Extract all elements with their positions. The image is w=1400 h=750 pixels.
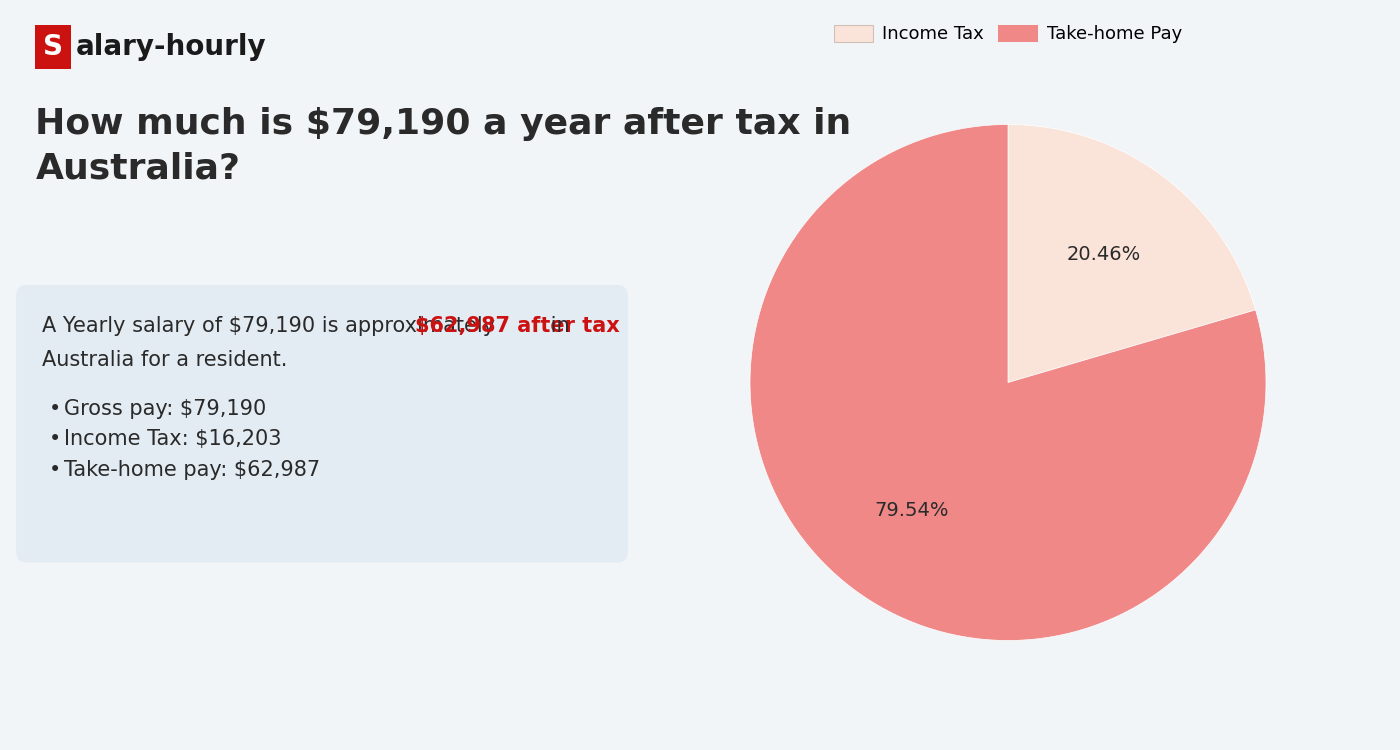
Wedge shape [1008, 124, 1256, 382]
Text: Gross pay: $79,190: Gross pay: $79,190 [64, 399, 266, 418]
Text: 20.46%: 20.46% [1067, 245, 1141, 264]
Legend: Income Tax, Take-home Pay: Income Tax, Take-home Pay [826, 17, 1190, 51]
Text: $62,987 after tax: $62,987 after tax [416, 316, 620, 336]
Text: Income Tax: $16,203: Income Tax: $16,203 [64, 429, 281, 448]
FancyBboxPatch shape [35, 26, 71, 69]
Wedge shape [750, 124, 1266, 640]
Text: How much is $79,190 a year after tax in: How much is $79,190 a year after tax in [35, 106, 851, 141]
Text: alary-hourly: alary-hourly [76, 33, 266, 62]
Text: Take-home pay: $62,987: Take-home pay: $62,987 [64, 460, 321, 480]
Text: Australia?: Australia? [35, 152, 241, 186]
Text: •: • [49, 429, 60, 448]
Text: in: in [545, 316, 570, 336]
Text: A Yearly salary of $79,190 is approximately: A Yearly salary of $79,190 is approximat… [42, 316, 501, 336]
Text: Australia for a resident.: Australia for a resident. [42, 350, 287, 370]
Text: S: S [43, 33, 63, 62]
FancyBboxPatch shape [17, 285, 629, 562]
Text: •: • [49, 399, 60, 418]
Text: •: • [49, 460, 60, 480]
Text: 79.54%: 79.54% [875, 501, 949, 520]
